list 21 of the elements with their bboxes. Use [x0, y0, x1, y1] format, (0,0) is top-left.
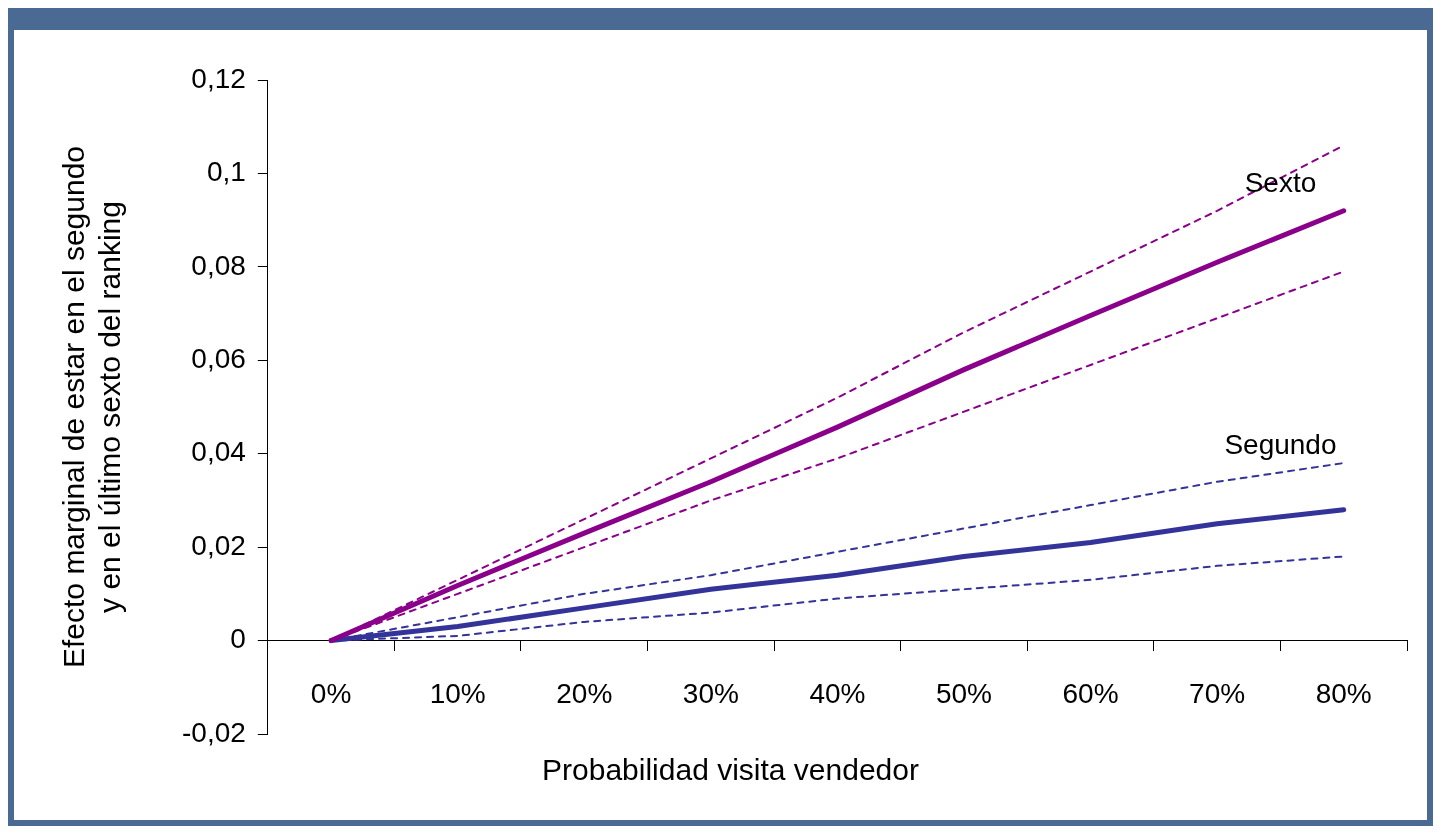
- x-tick-label: 30%: [682, 678, 739, 710]
- x-tick-label: 60%: [1062, 678, 1119, 710]
- x-tick-label: 50%: [935, 678, 993, 710]
- x-tick-label: 10%: [429, 678, 486, 710]
- x-tick-label: 80%: [1315, 678, 1372, 710]
- y-tick-label: 0,1: [206, 156, 246, 188]
- x-tick-label: 40%: [809, 678, 866, 710]
- y-tick-label: 0: [230, 623, 246, 655]
- y-tick-label: 0,04: [191, 436, 246, 468]
- series-label: Sexto: [1244, 167, 1317, 199]
- x-tick-label: 70%: [1189, 678, 1246, 710]
- x-axis-title: Probabilidad visita vendedor: [542, 753, 919, 787]
- y-tick-label: 0,12: [191, 62, 246, 94]
- y-tick-label: 0,08: [191, 249, 246, 281]
- x-tick-label: 20%: [556, 678, 613, 710]
- x-tick-label: 0%: [310, 678, 352, 710]
- y-tick-label: -0,02: [181, 716, 246, 748]
- y-axis-title: Efecto marginal de estar en el segundo y en el último sexto del ranking: [57, 146, 127, 668]
- y-tick-label: 0,02: [191, 529, 246, 561]
- series-label: Segundo: [1224, 428, 1337, 460]
- y-tick-label: 0,06: [191, 343, 246, 374]
